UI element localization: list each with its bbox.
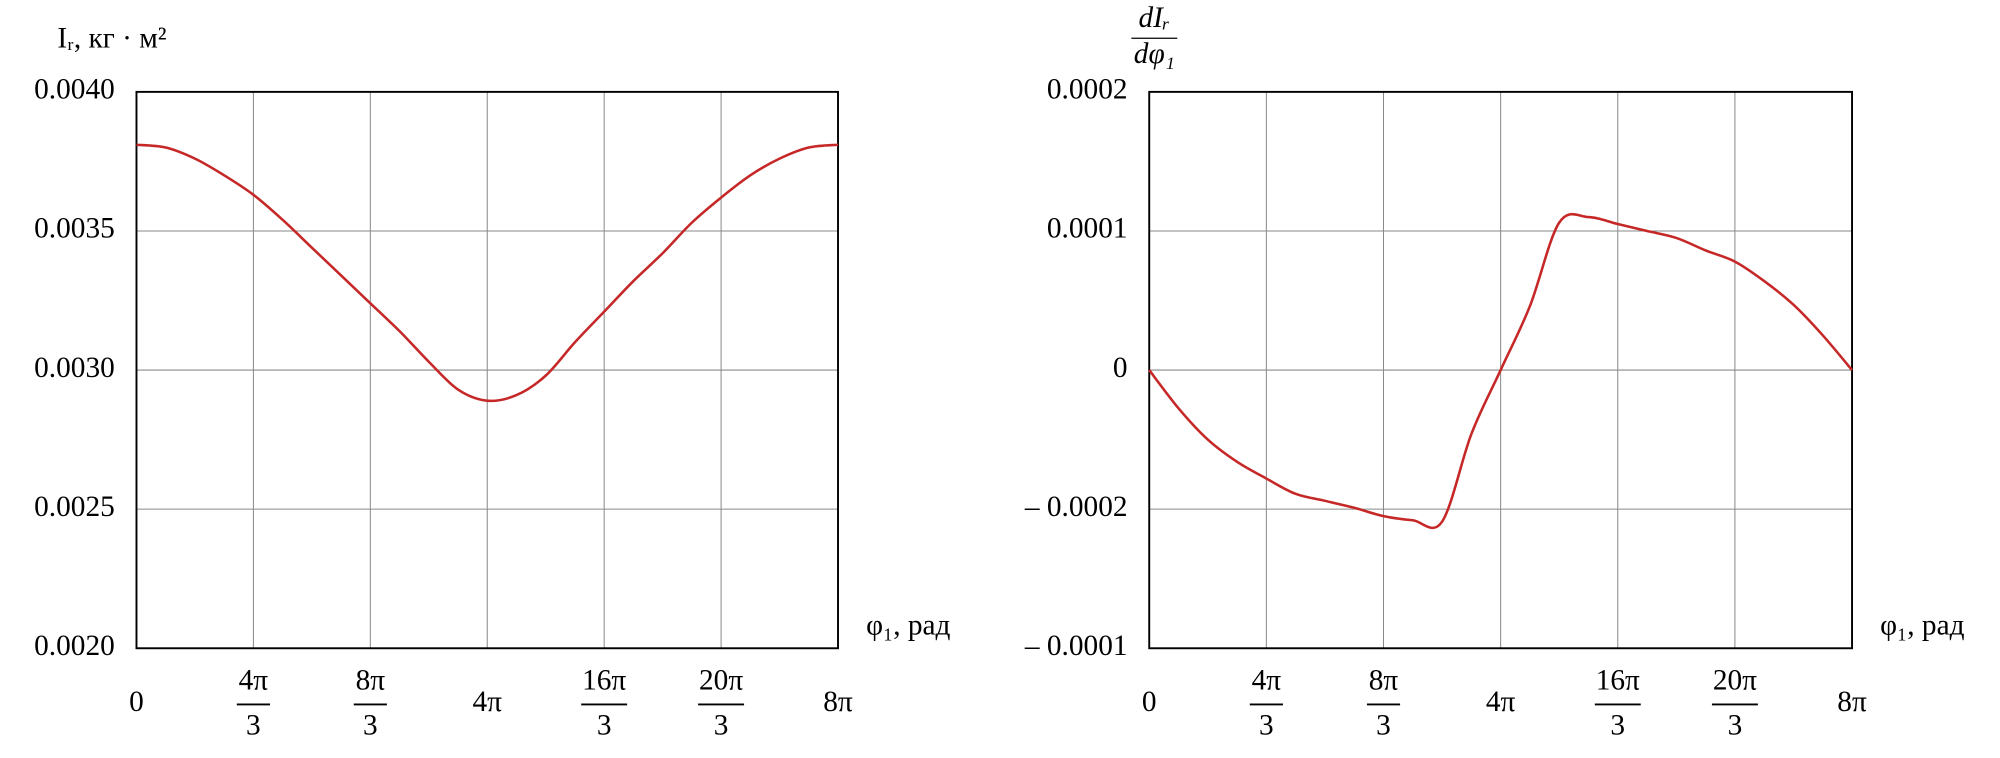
- y-tick-label: 0.0020: [34, 630, 115, 662]
- x-tick-label: 20π 3: [1713, 664, 1757, 741]
- x-tick-label: 4π 3: [239, 664, 269, 741]
- x-tick-label: 20π 3: [699, 664, 743, 741]
- x-tick-label: 8π: [1837, 686, 1867, 718]
- y-tick-label: 0: [1113, 352, 1128, 384]
- y-tick-label: 0.0002: [1047, 74, 1128, 106]
- y-tick-label: – 0.0001: [1024, 630, 1128, 662]
- data-line: [136, 143, 839, 403]
- y-axis-label: Iᵣ, кг · м²: [57, 23, 166, 55]
- y-tick-label: 0.0030: [34, 352, 115, 384]
- x-tick-label: 16π 3: [582, 664, 626, 741]
- y-tick-label: 0.0025: [34, 491, 115, 523]
- plot-frame: [135, 90, 839, 650]
- y-tick-label: 0.0040: [34, 74, 115, 106]
- data-line: [1148, 212, 1854, 530]
- x-axis-label: φ₁, рад: [1880, 610, 1964, 642]
- x-tick-label: 4π: [1486, 686, 1516, 718]
- x-tick-label: 8π 3: [356, 664, 386, 741]
- x-tick-label: 8π: [823, 686, 853, 718]
- x-tick-label: 4π: [473, 686, 503, 718]
- y-tick-label: – 0.0002: [1024, 491, 1128, 523]
- x-tick-label: 4π 3: [1252, 664, 1282, 741]
- y-tick-label: 0.0035: [34, 213, 115, 245]
- x-tick-label: 16π 3: [1596, 664, 1640, 741]
- y-axis-label-denominator: dφ₁: [1134, 38, 1175, 70]
- y-axis-label-numerator: dIᵣ: [1139, 2, 1171, 34]
- x-tick-label: 0: [129, 686, 144, 718]
- y-tick-label: 0.0001: [1047, 213, 1128, 245]
- x-tick-label: 8π 3: [1369, 664, 1399, 741]
- x-axis-label: φ₁, рад: [866, 610, 950, 642]
- x-tick-label: 0: [1142, 686, 1157, 718]
